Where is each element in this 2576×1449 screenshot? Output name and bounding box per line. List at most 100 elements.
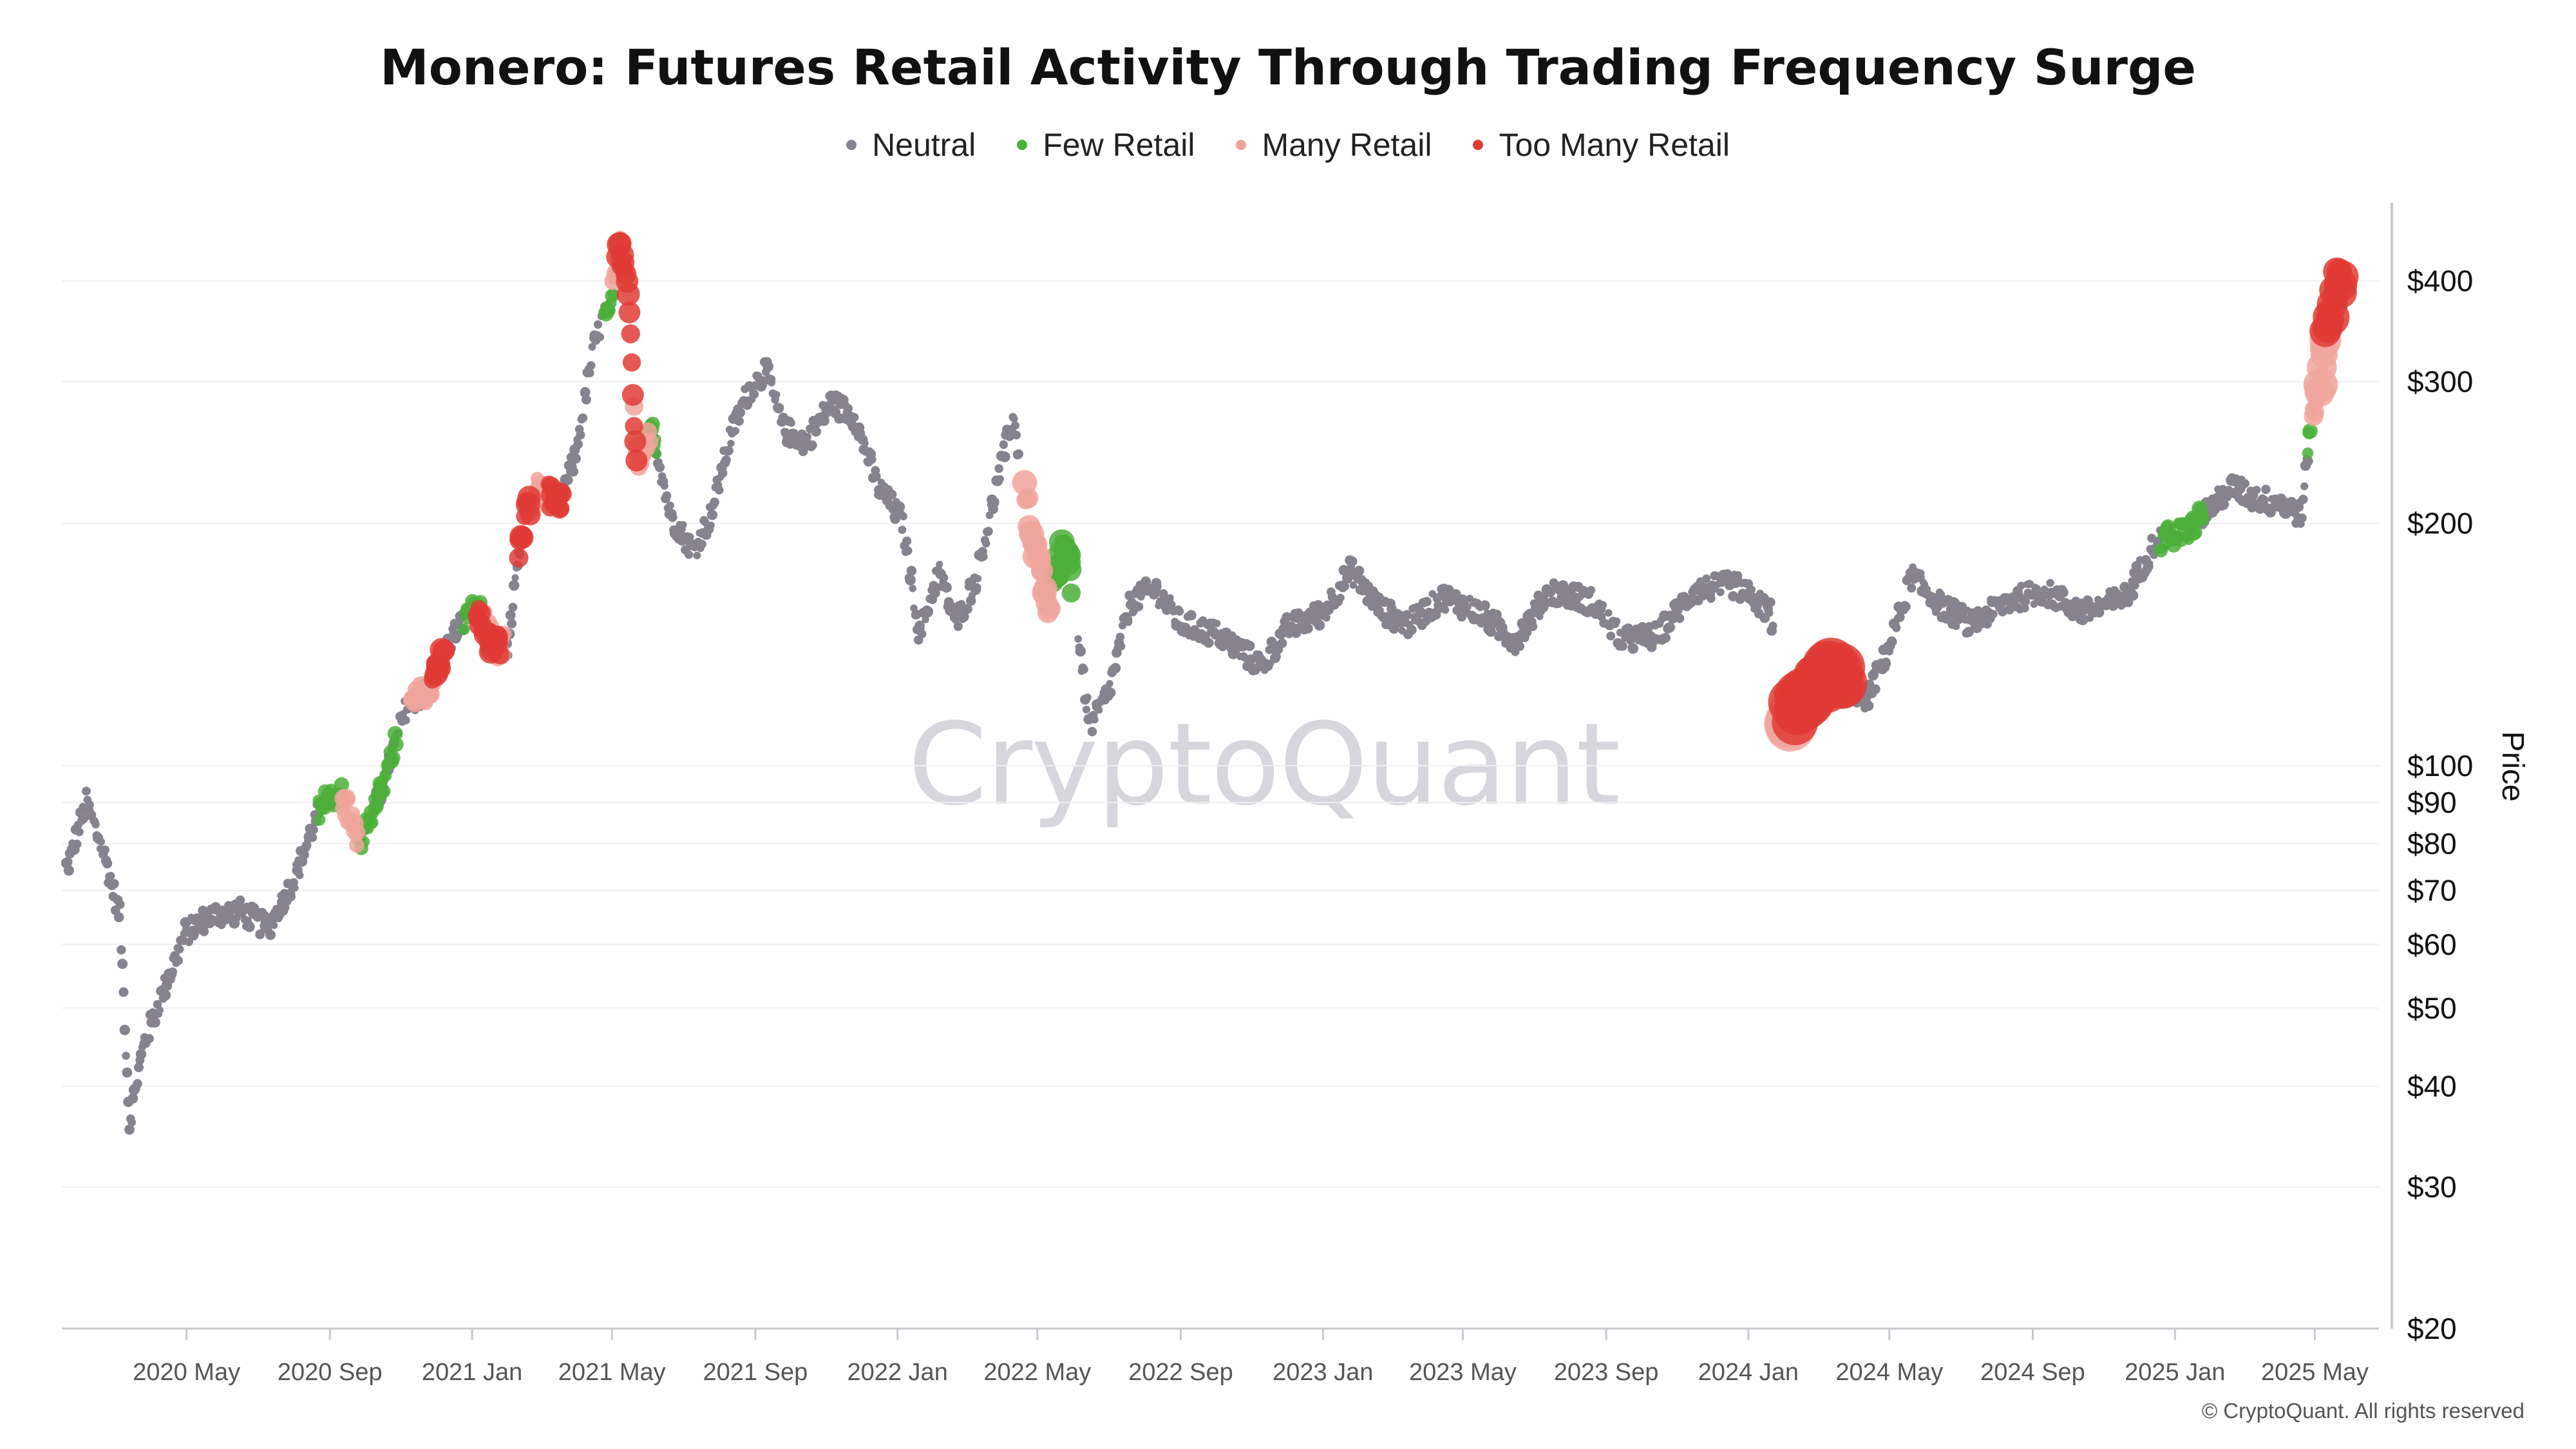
point-neutral [895,502,905,512]
point-too-many-retail [622,353,641,372]
y-tick-label: $50 [2407,991,2457,1025]
point-neutral [2300,482,2309,491]
point-neutral [2046,578,2054,587]
point-neutral [2252,486,2261,495]
point-neutral [122,1052,130,1060]
point-neutral [1479,600,1490,611]
point-neutral [63,865,74,876]
point-neutral [768,379,776,387]
point-neutral [662,491,672,500]
point-neutral [2298,495,2308,504]
point-neutral [1302,623,1313,634]
point-neutral [1349,581,1358,589]
point-neutral [508,602,518,612]
point-neutral [991,497,999,506]
point-neutral [1765,609,1774,617]
point-neutral [1083,693,1092,702]
x-tick-label: 2020 Sep [278,1359,383,1386]
y-tick-label: $300 [2407,365,2473,398]
point-neutral [1010,421,1019,430]
point-too-many-retail [490,645,510,665]
point-few-retail [365,816,379,829]
point-neutral [106,871,115,880]
point-neutral [1863,700,1874,712]
point-few-retail [2302,447,2314,459]
point-neutral [511,574,519,582]
point-neutral [685,550,694,559]
point-neutral [118,987,129,998]
point-neutral [1134,602,1144,612]
grid-lines [62,280,2379,1329]
point-neutral [2058,587,2069,598]
point-neutral [693,551,701,560]
point-neutral [2017,582,2025,590]
point-neutral [922,616,929,623]
legend-item-too-many-retail[interactable]: Too Many Retail [1473,126,1730,164]
point-neutral [133,1079,142,1088]
point-neutral [1989,609,1998,619]
point-few-retail [379,770,392,782]
point-neutral [1012,430,1021,440]
point-neutral [982,539,990,548]
point-neutral [905,574,916,585]
y-tick-label: $20 [2407,1312,2457,1345]
series-neutral [61,301,2313,1135]
y-tick-label: $200 [2407,507,2473,540]
point-neutral [1716,588,1725,596]
point-neutral [1917,569,1925,578]
point-neutral [1202,631,1211,640]
point-neutral [309,825,318,835]
point-neutral [867,455,876,464]
x-tick-label: 2022 May [983,1359,1091,1386]
point-neutral [1416,607,1426,618]
point-too-many-retail [515,527,532,544]
point-neutral [257,929,265,937]
point-neutral [668,513,677,522]
point-neutral [999,440,1009,450]
point-neutral [679,521,687,529]
point-too-many-retail [625,417,643,435]
point-neutral [1900,601,1911,612]
point-neutral [666,501,674,509]
point-neutral [576,430,585,440]
x-tick-label: 2022 Jan [847,1359,947,1386]
point-neutral [1459,595,1468,604]
point-neutral [1667,623,1676,631]
point-neutral [1010,415,1018,423]
point-neutral [1204,638,1214,648]
point-neutral [91,820,100,829]
x-tick-label: 2023 Jan [1273,1359,1373,1386]
point-neutral [697,539,706,549]
legend-item-few-retail[interactable]: Few Retail [1017,126,1195,164]
legend-item-many-retail[interactable]: Many Retail [1236,126,1432,164]
point-neutral [79,815,88,824]
point-neutral [1528,621,1538,632]
point-neutral [401,715,410,724]
point-too-many-retail [2327,260,2359,292]
y-tick-label: $90 [2407,786,2457,819]
y-axis-label: Price [2496,731,2530,801]
legend-item-neutral[interactable]: Neutral [846,126,976,164]
point-neutral [596,333,605,341]
point-neutral [1883,659,1891,668]
point-neutral [281,904,290,912]
point-neutral [175,945,184,954]
point-neutral [1587,585,1596,594]
point-neutral [925,607,933,615]
point-neutral [936,560,943,568]
point-neutral [75,828,84,837]
point-neutral [1870,684,1880,694]
point-neutral [1087,726,1097,737]
point-neutral [1314,620,1325,631]
point-few-retail [376,784,391,799]
point-neutral [1082,705,1090,714]
point-many-retail [350,824,366,840]
point-neutral [1014,449,1024,459]
point-neutral [1213,620,1221,627]
x-tick-label: 2021 Jan [422,1359,522,1386]
point-neutral [117,945,126,955]
point-neutral [772,390,781,399]
point-neutral [100,845,109,855]
point-neutral [1674,613,1685,623]
point-neutral [1166,594,1174,601]
